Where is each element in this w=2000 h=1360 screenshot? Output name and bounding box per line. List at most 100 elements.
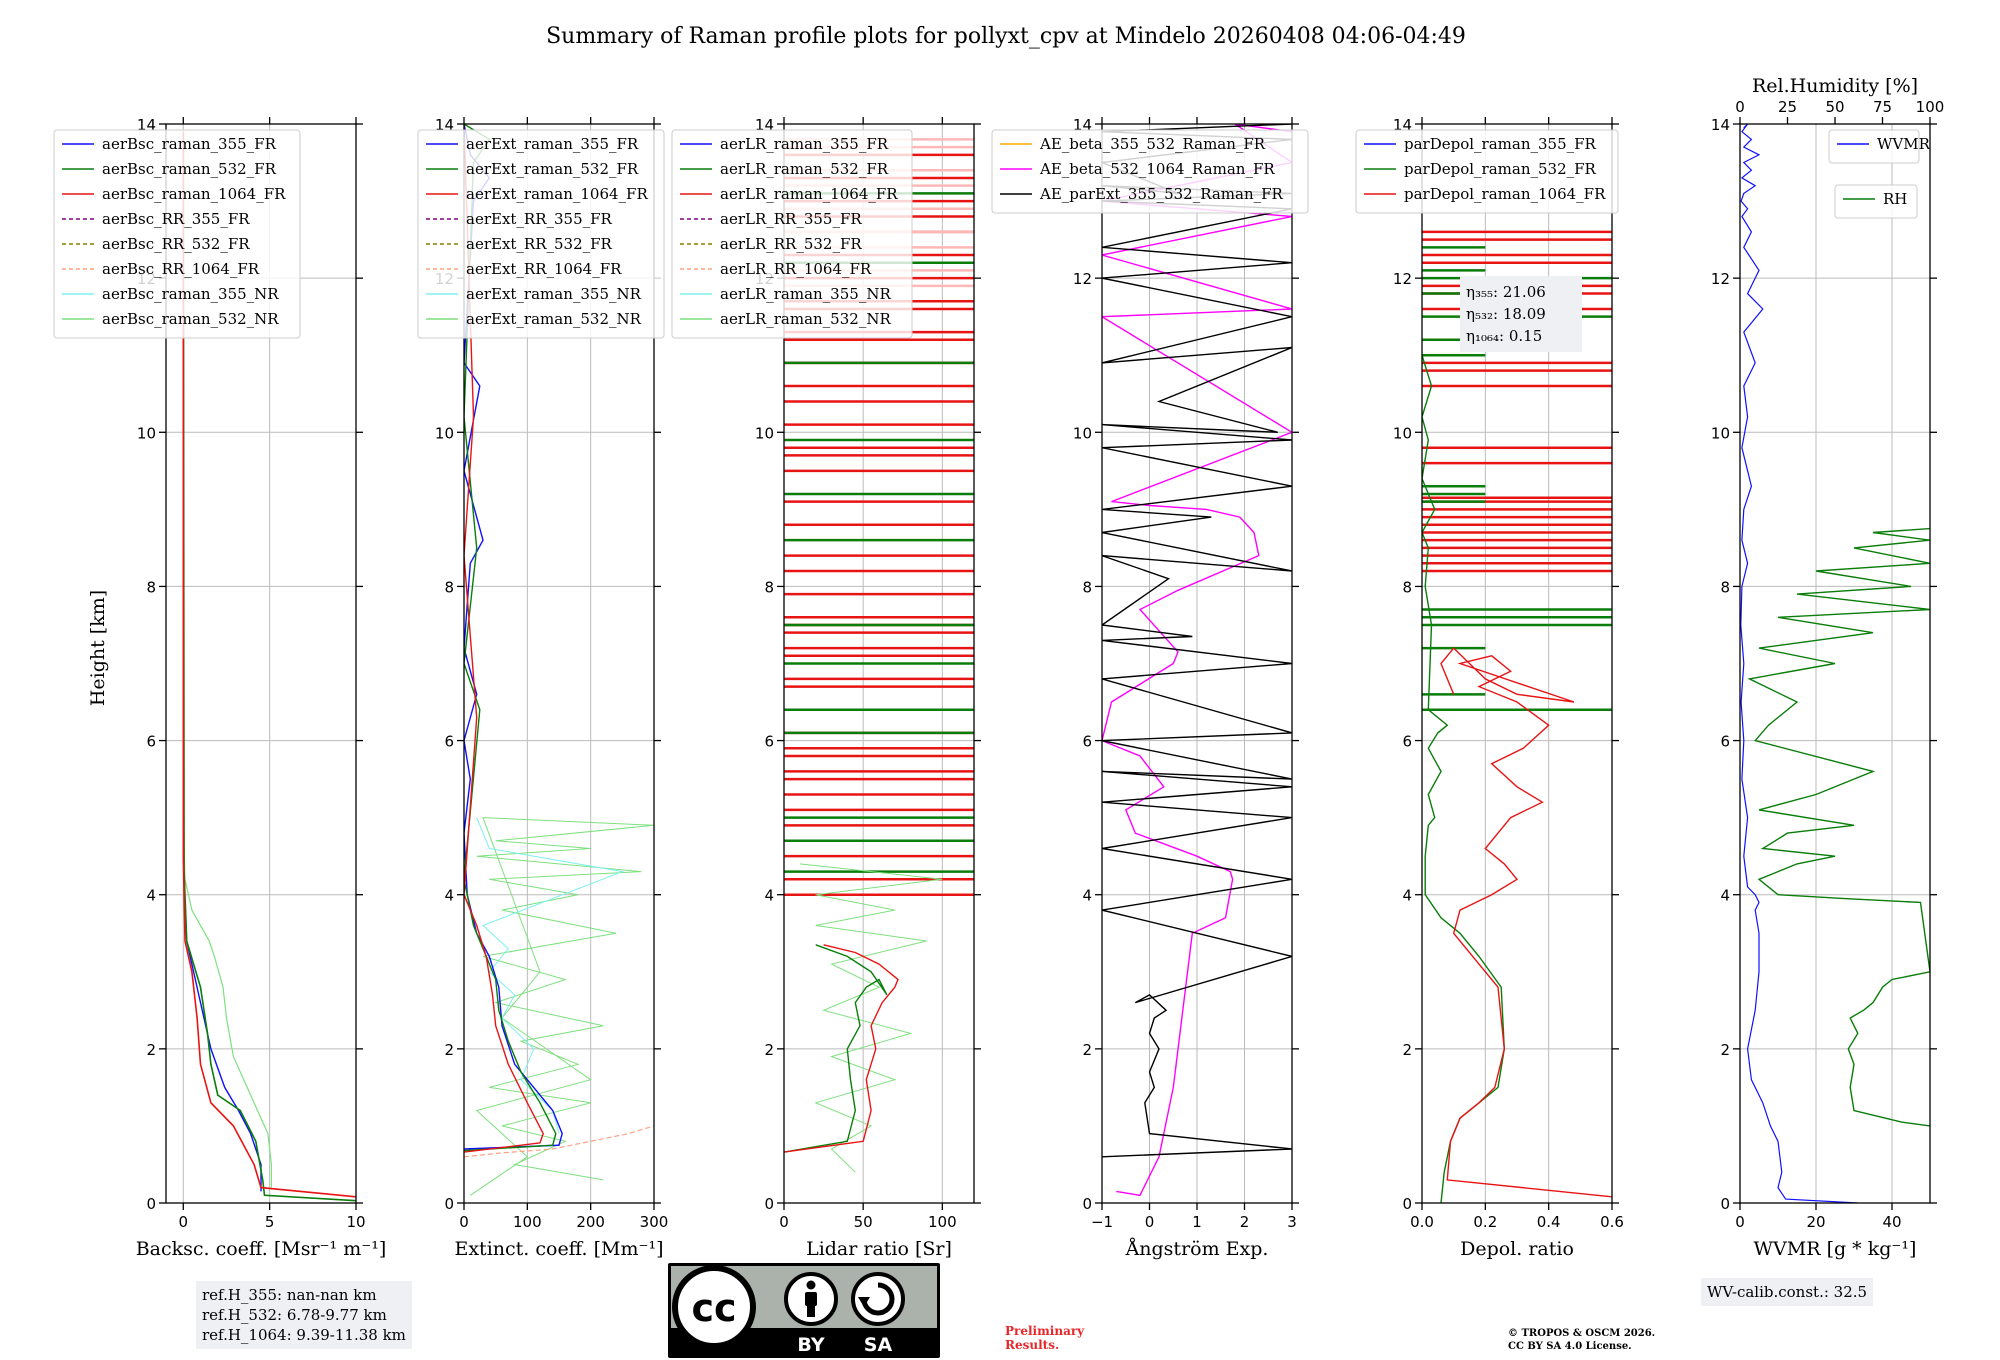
bsc-ytick-label: 0 <box>146 1195 156 1213</box>
share-alike-icon <box>851 1272 905 1326</box>
cc-by-sa-badge: cc BY SA <box>668 1263 940 1358</box>
depol-ytick-label: 10 <box>1393 424 1412 442</box>
wv-legend-frame <box>1828 129 1920 164</box>
depol-ytick-label: 12 <box>1393 270 1412 288</box>
depol-data <box>1422 230 1612 1203</box>
depol-annotation: η₁₀₆₄: 0.15 <box>1466 327 1542 345</box>
lr-series-aerLR_raman_532_NR <box>799 863 943 1173</box>
depol-frame <box>1421 123 1613 1204</box>
ext-legend-label: aerExt_raman_355_NR <box>466 285 642 303</box>
wv-ytick-label: 6 <box>1720 733 1730 751</box>
depol-legend-label: parDepol_raman_532_FR <box>1404 160 1597 178</box>
wv-top-tick-label: 25 <box>1778 98 1797 116</box>
reference-height-box: ref.H_355: nan-nan km ref.H_532: 6.78-9.… <box>196 1281 412 1349</box>
ae-ytick-label: 2 <box>1082 1041 1092 1059</box>
lr-frame <box>783 123 975 1204</box>
wv-legend-label: WVMR <box>1877 135 1931 153</box>
depol-legend: parDepol_raman_355_FR parDepol_raman_532_… <box>1355 129 1619 214</box>
wv-calibration-box: WV-calib.const.: 32.5 <box>1701 1278 1874 1306</box>
bsc-series-aerBsc_raman_1064_FR <box>182 131 356 1198</box>
ae-xtick-label: 2 <box>1240 1213 1250 1231</box>
wv-ytick-label: 4 <box>1720 887 1730 905</box>
ae-ytick-label: 10 <box>1073 424 1092 442</box>
ext-ytick-label: 2 <box>444 1041 454 1059</box>
panel-bsc: 024681012140510Backsc. coeff. [Msr⁻¹ m⁻¹… <box>53 116 387 1260</box>
wv-ytick-label: 2 <box>1720 1041 1730 1059</box>
copyright-line-2: CC BY SA 4.0 License. <box>1508 1341 1632 1352</box>
ext-legend-label: aerExt_raman_532_FR <box>466 160 639 178</box>
preliminary-line-2: Results. <box>1005 1338 1060 1352</box>
depol-legend-frame <box>1355 129 1619 214</box>
ae-series-AE_parExt_355_532_Raman_FR <box>1102 124 1292 1158</box>
depol-series-parDepol_raman_1064_FR <box>1440 647 1612 1198</box>
lr-xtick-label: 0 <box>779 1213 789 1231</box>
lr-ytick-label: 8 <box>764 578 774 596</box>
bsc-xtick-label: 10 <box>346 1213 365 1231</box>
ext-series-aerExt_raman_355_FR <box>464 124 563 1150</box>
wv-legend: WVMR <box>1828 129 1931 164</box>
wv-top-tick-label: 50 <box>1825 98 1844 116</box>
bsc-xlabel: Backsc. coeff. [Msr⁻¹ m⁻¹] <box>136 1238 387 1260</box>
lr-ytick-label: 4 <box>764 887 774 905</box>
ext-legend-label: aerExt_raman_532_NR <box>466 310 642 328</box>
wv-xtick-label: 40 <box>1882 1213 1901 1231</box>
ae-ytick-label: 6 <box>1082 733 1092 751</box>
wv-ytick-label: 10 <box>1711 424 1730 442</box>
bsc-xtick-label: 0 <box>178 1213 188 1231</box>
ext-legend-label: aerExt_raman_1064_FR <box>466 185 648 203</box>
depol-xtick-label: 0.6 <box>1600 1213 1624 1231</box>
bsc-legend-label: aerBsc_raman_355_NR <box>102 285 279 303</box>
bsc-legend-label: aerBsc_raman_1064_FR <box>102 185 286 203</box>
wv-series-WVMR <box>1740 124 1858 1203</box>
ae-xtick-label: −1 <box>1091 1213 1113 1231</box>
lr-legend-label: aerLR_RR_355_FR <box>720 210 862 228</box>
lr-legend-label: aerLR_raman_532_NR <box>720 310 891 328</box>
ext-frame <box>463 123 655 1204</box>
ext-xtick-label: 0 <box>459 1213 469 1231</box>
ae-xtick-label: 0 <box>1145 1213 1155 1231</box>
panel-wv: 0 2 4 6 8 10 12 14 0 20 40 WVMR [g * kg⁻¹] 0 25 50 75 10… <box>1711 75 1944 1260</box>
bsc-ytick-label: 6 <box>146 733 156 751</box>
ae-legend-frame <box>991 129 1309 214</box>
bsc-legend-label: aerBsc_RR_1064_FR <box>102 260 260 278</box>
depol-ytick-label: 8 <box>1402 578 1412 596</box>
depol-legend-label: parDepol_raman_1064_FR <box>1404 185 1606 203</box>
ext-legend-label: aerExt_RR_355_FR <box>466 210 613 228</box>
panel-ext: 024681012140100200300Extinct. coeff. [Mm… <box>417 116 668 1260</box>
bsc-ytick-label: 8 <box>146 578 156 596</box>
panel-lr: 02468101214050100Lidar ratio [Sr]aerLR_r… <box>671 116 981 1260</box>
depol-xtick-label: 0.2 <box>1473 1213 1497 1231</box>
copyright-note: © TROPOS & OSCM 2026. CC BY SA 4.0 Licen… <box>1508 1327 1655 1353</box>
wv-legend-rh-frame <box>1834 184 1918 219</box>
ext-series-aerExt_raman_355_NR <box>476 817 625 1134</box>
depol-series-parDepol_raman_532_FR <box>1422 354 1506 1203</box>
depol-annotation-box: η₃₅₅: 21.06 η₅₃₂: 18.09 η₁₀₆₄: 0.15 <box>1460 276 1582 352</box>
y-axis-label: Height [km] <box>87 590 109 706</box>
cc-logo-text: cc <box>691 1286 736 1330</box>
lr-legend-label: aerLR_RR_1064_FR <box>720 260 872 278</box>
lr-ytick-label: 0 <box>764 1195 774 1213</box>
depol-xtick-label: 0.0 <box>1410 1213 1434 1231</box>
wv-ytick-label: 14 <box>1711 116 1730 134</box>
ae-legend-label: AE_parExt_355_532_Raman_FR <box>1039 185 1284 203</box>
bsc-data <box>182 131 356 1202</box>
ext-ytick-label: 4 <box>444 887 454 905</box>
bsc-series-aerBsc_raman_532_FR <box>182 131 356 1202</box>
wv-data <box>1740 124 1930 1203</box>
bsc-legend-label: aerBsc_raman_355_FR <box>102 135 277 153</box>
badge-sa-label: SA <box>864 1334 893 1356</box>
depol-xtick-label: 0.4 <box>1537 1213 1561 1231</box>
ext-legend-frame <box>417 129 665 339</box>
ae-ytick-label: 0 <box>1082 1195 1092 1213</box>
bsc-ytick-label: 10 <box>137 424 156 442</box>
lr-series-aerLR_raman_1064_FR <box>784 944 899 1153</box>
ext-legend-label: aerExt_raman_355_FR <box>466 135 639 153</box>
ext-series-aerExt_raman_1064_FR <box>464 124 544 1153</box>
wv-ytick-label: 8 <box>1720 578 1730 596</box>
bsc-ytick-label: 2 <box>146 1041 156 1059</box>
wv-top-label: Rel.Humidity [%] <box>1752 75 1918 97</box>
lr-legend-frame <box>671 129 913 339</box>
depol-annotation: η₃₅₅: 21.06 <box>1466 283 1546 301</box>
depol-ytick-label: 2 <box>1402 1041 1412 1059</box>
